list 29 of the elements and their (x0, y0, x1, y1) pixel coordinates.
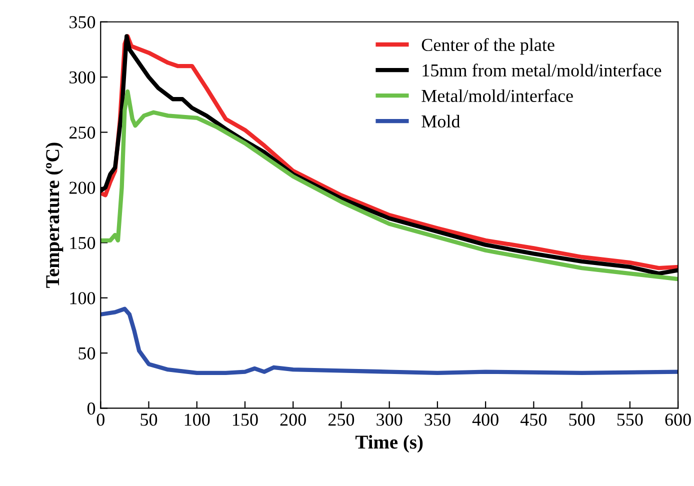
x-tick-label: 300 (376, 414, 402, 426)
y-tick-label: 0 (87, 402, 96, 415)
x-tick-label: 50 (140, 414, 158, 426)
x-tick-label: 600 (665, 414, 691, 426)
x-tick-label: 450 (520, 414, 547, 426)
line-series (100, 89, 678, 282)
y-tick-label: 300 (70, 71, 96, 84)
legend-label: Mold (422, 114, 460, 128)
legend-label: Metal/mold/interface (422, 89, 573, 102)
y-tick-label: 50 (78, 347, 96, 360)
y-tick-label: 150 (70, 236, 96, 250)
y-tick-label: 350 (70, 16, 96, 28)
legend-label: Center of the plate (422, 38, 554, 55)
x-tick-label: 0 (96, 414, 104, 426)
x-tick-label: 350 (424, 414, 450, 426)
x-tick-label: 550 (617, 414, 643, 426)
x-tick-label: 500 (569, 414, 595, 426)
legend-label: 15mm from metal/mold/interface (422, 64, 662, 77)
x-tick-label: 250 (328, 414, 354, 426)
y-axis-title: Temperature (ºC) (45, 142, 64, 288)
x-axis-title: Time (s) (356, 435, 423, 453)
y-tick-label: 250 (69, 126, 96, 139)
x-tick-label: 150 (233, 414, 258, 426)
x-tick-label: 200 (280, 414, 306, 426)
y-tick-label: 200 (69, 182, 96, 194)
x-tick-label: 100 (184, 414, 210, 426)
y-tick-label: 100 (70, 292, 96, 304)
line-series (100, 306, 678, 375)
x-tick-label: 400 (472, 414, 498, 426)
